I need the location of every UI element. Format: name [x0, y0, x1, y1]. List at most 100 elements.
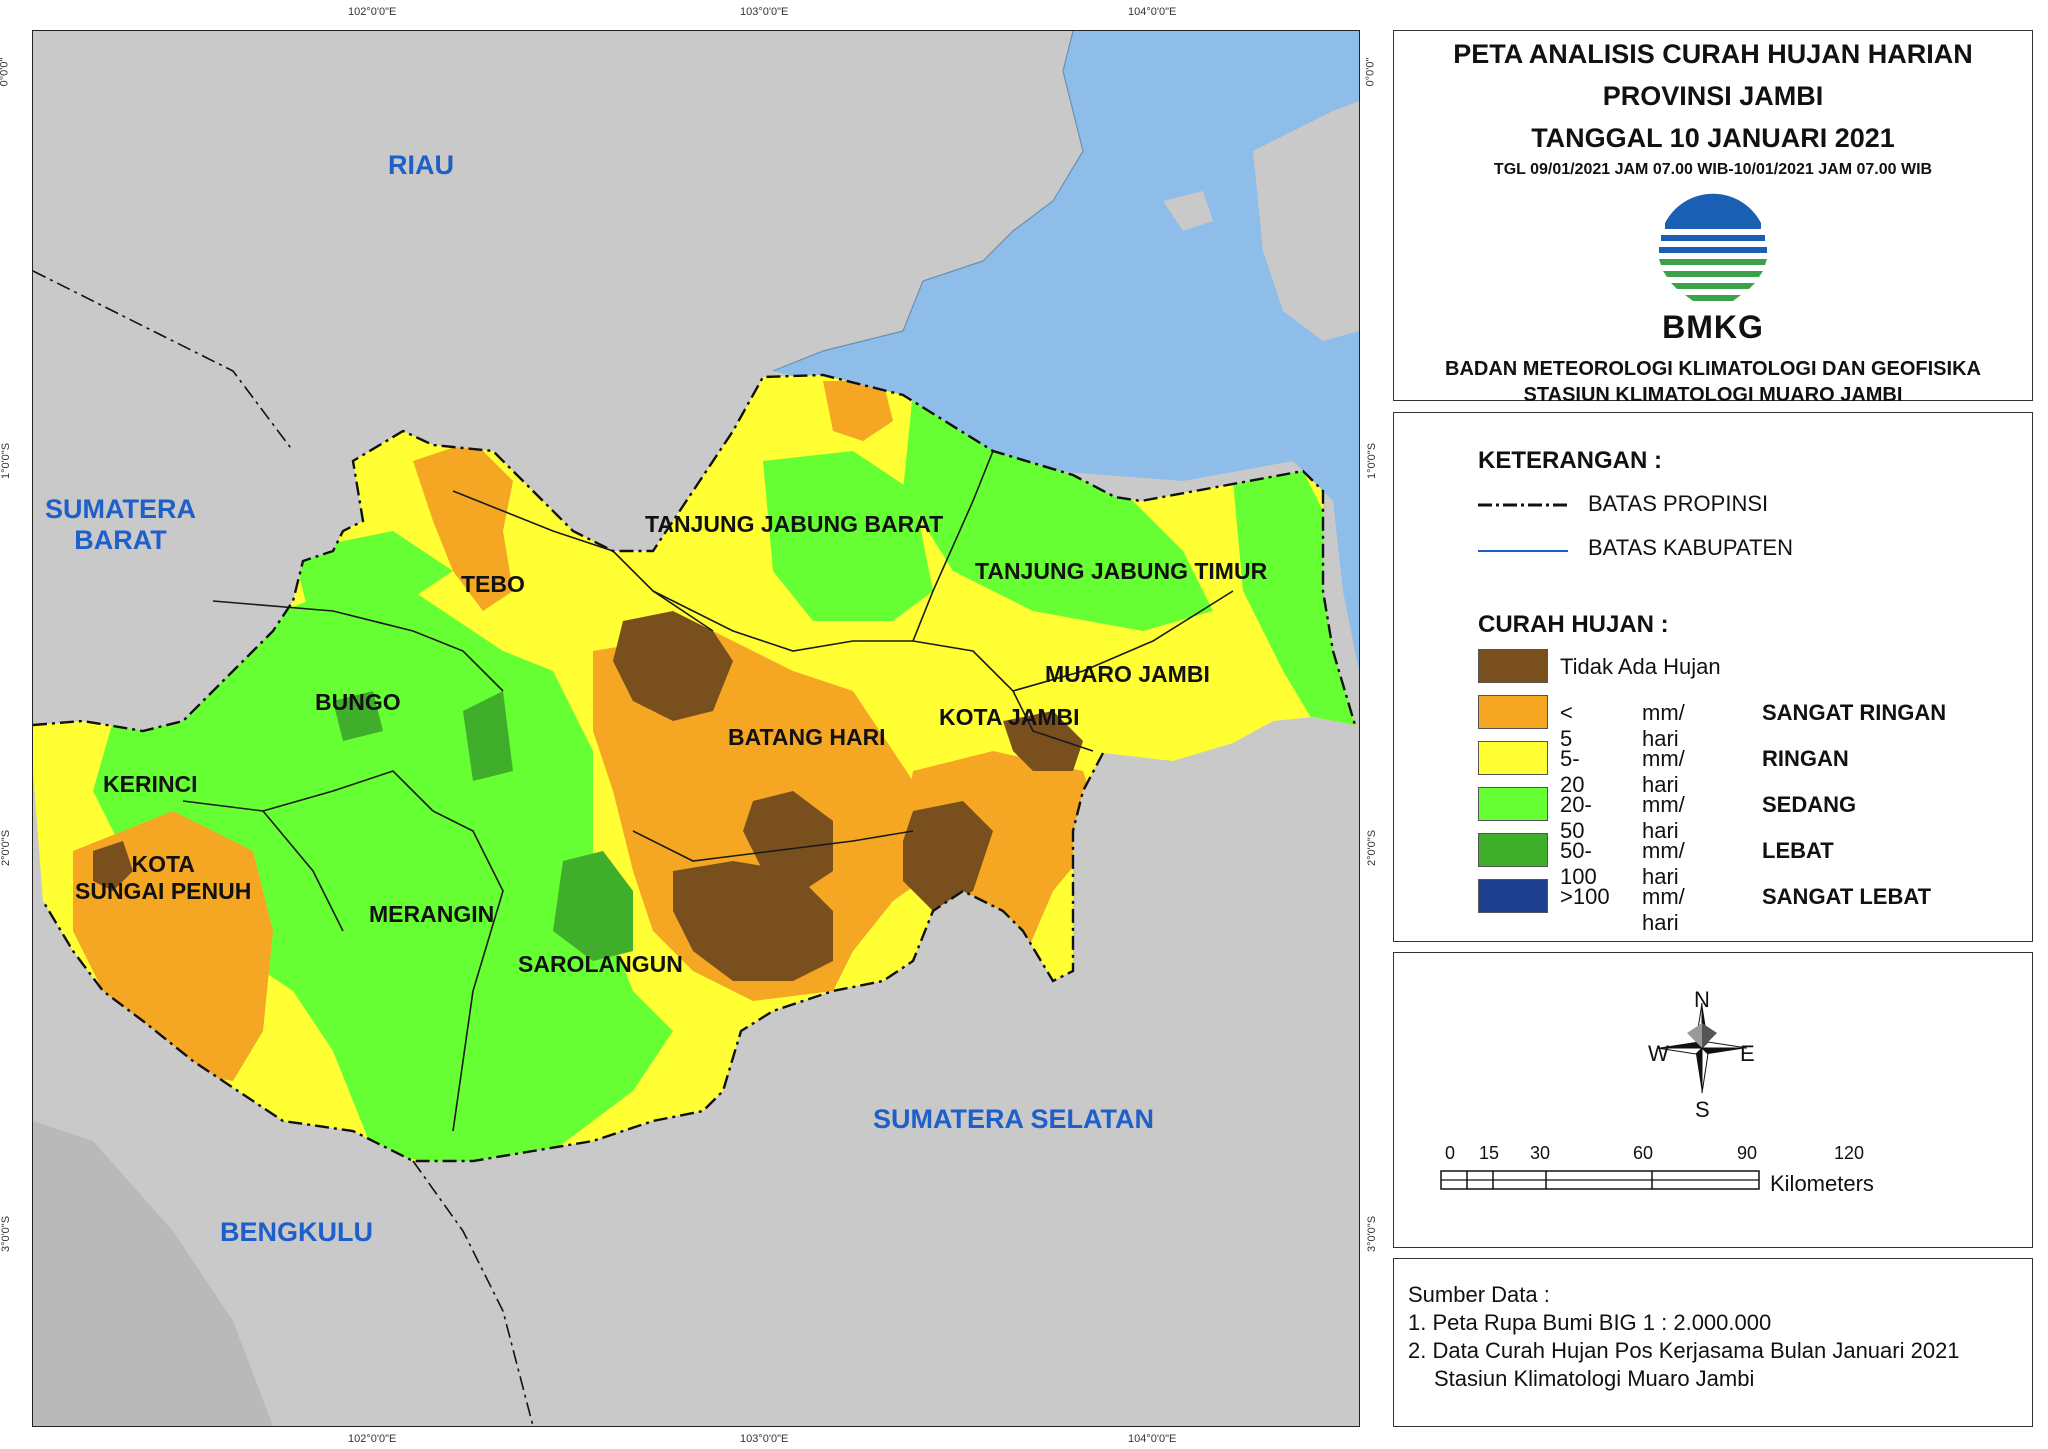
scale-label-120: 120: [1834, 1143, 1865, 1163]
legend-name-ringan: RINGAN: [1762, 746, 1849, 771]
label-kota-sungai-penuh: KOTA SUNGAI PENUH: [75, 851, 251, 905]
legend-unit-sangat-lebat: mm/ hari: [1642, 884, 1685, 935]
legend-heading: KETERANGAN :: [1478, 447, 1662, 474]
tick-right-1: 1°0'0"S: [1366, 442, 1379, 480]
scale-unit: Kilometers: [1770, 1171, 1874, 1196]
boundary-tjb-bh: [652, 590, 913, 652]
map-title-line3: TANGGAL 10 JANUARI 2021: [1531, 123, 1895, 153]
swatch-ringan: [1478, 741, 1548, 775]
legend-range-lebat: 50-100: [1560, 838, 1597, 889]
legend-unit-sedang: mm/ hari: [1642, 792, 1685, 843]
zone-sedang-tjt: [903, 391, 1213, 631]
legend-regency-label: BATAS KABUPATEN: [1588, 535, 1793, 560]
map-period: TGL 09/01/2021 JAM 07.00 WIB-10/01/2021 …: [1493, 161, 1933, 178]
label-sarolangun: SAROLANGUN: [518, 951, 683, 977]
compass-rose-icon: [1656, 1002, 1748, 1094]
legend-name-sedang: SEDANG: [1762, 792, 1857, 817]
legend-range-sedang: 20-50: [1560, 792, 1592, 843]
scale-label-90: 90: [1737, 1143, 1758, 1163]
label-sumatera-barat: SUMATERA BARAT: [45, 494, 196, 556]
zone-none-5: [1003, 711, 1083, 771]
boundary-bungo-mer: [262, 770, 434, 812]
label-bengkulu: BENGKULU: [220, 1217, 373, 1247]
province-boundary-outer: [33, 270, 534, 1426]
tick-top-104: 104°0'0"E: [1128, 6, 1177, 18]
legend-unit-lebat: mm/ hari: [1642, 838, 1685, 889]
zone-none-3: [673, 861, 833, 981]
swatch-sedang: [1478, 787, 1548, 821]
regency-boundaries: [182, 450, 1234, 1132]
label-tanjung-jabung-timur: TANJUNG JABUNG TIMUR: [975, 558, 1268, 584]
compass-n: N: [1694, 987, 1710, 1012]
compass-w: W: [1648, 1041, 1669, 1066]
zone-none-6: [93, 841, 133, 891]
bmkg-logo-text: BMKG: [1662, 309, 1764, 345]
zone-sedang-tjb: [763, 451, 933, 621]
legend-rain-heading: CURAH HUJAN :: [1478, 611, 1669, 638]
legend-panel: KETERANGAN : BATAS PROPINSI BATAS KABUPA…: [1393, 412, 2033, 942]
legend-range-none: Tidak Ada Hujan: [1560, 654, 1721, 679]
zone-lebat-bungo: [333, 691, 383, 741]
tick-bottom-102: 102°0'0"E: [348, 1433, 397, 1445]
label-bungo: BUNGO: [315, 689, 401, 715]
label-sumatera-barat-line2: BARAT: [74, 525, 167, 555]
province-boundary: [33, 373, 1357, 1163]
zone-sangat-ringan-north: [413, 441, 513, 611]
tick-right-3: 3°0'0"S: [1366, 1215, 1379, 1253]
land-island-small: [1163, 191, 1213, 231]
source-item-2: 2. Data Curah Hujan Pos Kerjasama Bulan …: [1408, 1338, 1960, 1363]
label-riau: RIAU: [388, 150, 454, 180]
coastline-east: [772, 31, 1084, 372]
tick-top-103: 103°0'0"E: [740, 6, 789, 18]
tick-right-2: 2°0'0"S: [1366, 829, 1379, 867]
boundary-mj-kota: [1012, 690, 1094, 752]
boundary-mer-sar: [432, 810, 504, 1132]
zone-lebat-sar: [553, 851, 633, 961]
boundary-tjb-tjt: [912, 450, 994, 642]
boundary-tebo-bungo: [212, 600, 504, 692]
label-tebo: TEBO: [461, 571, 525, 597]
zone-sangat-ringan-top: [823, 381, 893, 441]
label-kota-sungai-penuh-line2: SUNGAI PENUH: [75, 878, 252, 904]
tick-bottom-104: 104°0'0"E: [1128, 1433, 1177, 1445]
boundary-bh-sar: [632, 830, 914, 862]
rainfall-map[interactable]: [33, 31, 1359, 1426]
tick-left-0: 0°0'0": [0, 57, 11, 87]
legend-unit-ringan: mm/ hari: [1642, 746, 1685, 797]
bmkg-logo-icon: [1659, 193, 1767, 303]
source-heading: Sumber Data :: [1408, 1282, 1550, 1307]
zone-none-2: [743, 791, 833, 891]
tick-bottom-103: 103°0'0"E: [740, 1433, 789, 1445]
swatch-sangat-lebat: [1478, 879, 1548, 913]
label-kota-sungai-penuh-line1: KOTA: [131, 851, 195, 877]
map-title-line2: PROVINSI JAMBI: [1602, 81, 1824, 111]
map-frame[interactable]: RIAU SUMATERA BARAT SUMATERA SELATAN BEN…: [32, 30, 1360, 1427]
scale-label-30: 30: [1530, 1143, 1551, 1163]
title-panel: PETA ANALISIS CURAH HUJAN HARIAN PROVINS…: [1393, 30, 2033, 406]
tick-left-2: 2°0'0"S: [0, 829, 13, 867]
source-item-2b: Stasiun Klimatologi Muaro Jambi: [1434, 1366, 1755, 1391]
label-batang-hari: BATANG HARI: [728, 724, 886, 750]
agency-line1: BADAN METEOROLOGI KLIMATOLOGI DAN GEOFIS…: [1445, 358, 1981, 380]
swatch-sangat-ringan: [1478, 695, 1548, 729]
map-title-line1: PETA ANALISIS CURAH HUJAN HARIAN: [1453, 39, 1973, 69]
legend-name-lebat: LEBAT: [1762, 838, 1834, 863]
zone-sedang-west: [93, 591, 673, 1161]
label-merangin: MERANGIN: [369, 901, 495, 927]
compass-panel: N S W E 0 15 30 60 90 120 Kilometers: [1393, 952, 2033, 1248]
land-sw-coast: [33, 1121, 273, 1426]
scale-label-60: 60: [1633, 1143, 1654, 1163]
label-sumatera-barat-line1: SUMATERA: [45, 494, 196, 524]
legend-unit-sangat-ringan: mm/ hari: [1642, 700, 1685, 751]
swatch-none: [1478, 649, 1548, 683]
legend-range-sangat-lebat: >100: [1560, 884, 1610, 909]
scale-label-15: 15: [1479, 1143, 1500, 1163]
label-kota-jambi: KOTA JAMBI: [939, 704, 1080, 730]
tick-top-102: 102°0'0"E: [348, 6, 397, 18]
province-line-icon: [1478, 503, 1568, 507]
zone-none-1: [613, 611, 733, 721]
regency-line-icon: [1478, 550, 1568, 552]
label-kerinci: KERINCI: [103, 771, 198, 797]
agency-line2: STASIUN KLIMATOLOGI MUARO JAMBI: [1523, 384, 1903, 406]
legend-province-label: BATAS PROPINSI: [1588, 491, 1769, 516]
